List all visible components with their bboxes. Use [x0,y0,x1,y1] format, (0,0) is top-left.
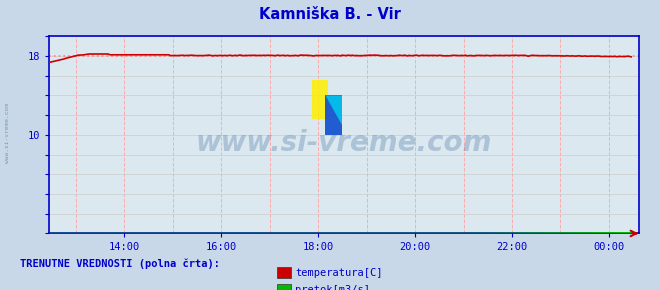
Text: Kamniška B. - Vir: Kamniška B. - Vir [258,7,401,22]
Text: pretok[m3/s]: pretok[m3/s] [295,285,370,290]
FancyBboxPatch shape [326,95,342,135]
Text: www.si-vreme.com: www.si-vreme.com [5,104,11,163]
FancyBboxPatch shape [312,80,328,119]
Text: www.si-vreme.com: www.si-vreme.com [196,129,492,157]
Text: TRENUTNE VREDNOSTI (polna črta):: TRENUTNE VREDNOSTI (polna črta): [20,258,219,269]
Text: temperatura[C]: temperatura[C] [295,268,383,278]
Polygon shape [326,95,342,125]
